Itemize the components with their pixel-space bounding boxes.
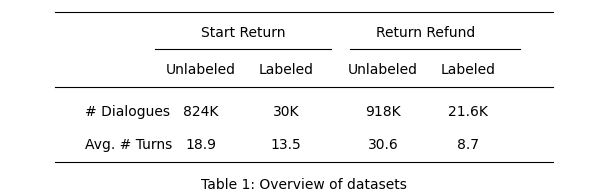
Text: 30.6: 30.6: [368, 138, 398, 152]
Text: 824K: 824K: [183, 105, 218, 119]
Text: Return Refund: Return Refund: [376, 26, 475, 40]
Text: 21.6K: 21.6K: [448, 105, 488, 119]
Text: Labeled: Labeled: [258, 63, 313, 77]
Text: Start Return: Start Return: [201, 26, 285, 40]
Text: Unlabeled: Unlabeled: [165, 63, 236, 77]
Text: 918K: 918K: [365, 105, 401, 119]
Text: 13.5: 13.5: [271, 138, 301, 152]
Text: 30K: 30K: [272, 105, 299, 119]
Text: Unlabeled: Unlabeled: [348, 63, 418, 77]
Text: Avg. # Turns: Avg. # Turns: [85, 138, 173, 152]
Text: 18.9: 18.9: [185, 138, 216, 152]
Text: Labeled: Labeled: [441, 63, 496, 77]
Text: # Dialogues: # Dialogues: [85, 105, 170, 119]
Text: 8.7: 8.7: [457, 138, 479, 152]
Text: Table 1: Overview of datasets: Table 1: Overview of datasets: [201, 178, 407, 192]
